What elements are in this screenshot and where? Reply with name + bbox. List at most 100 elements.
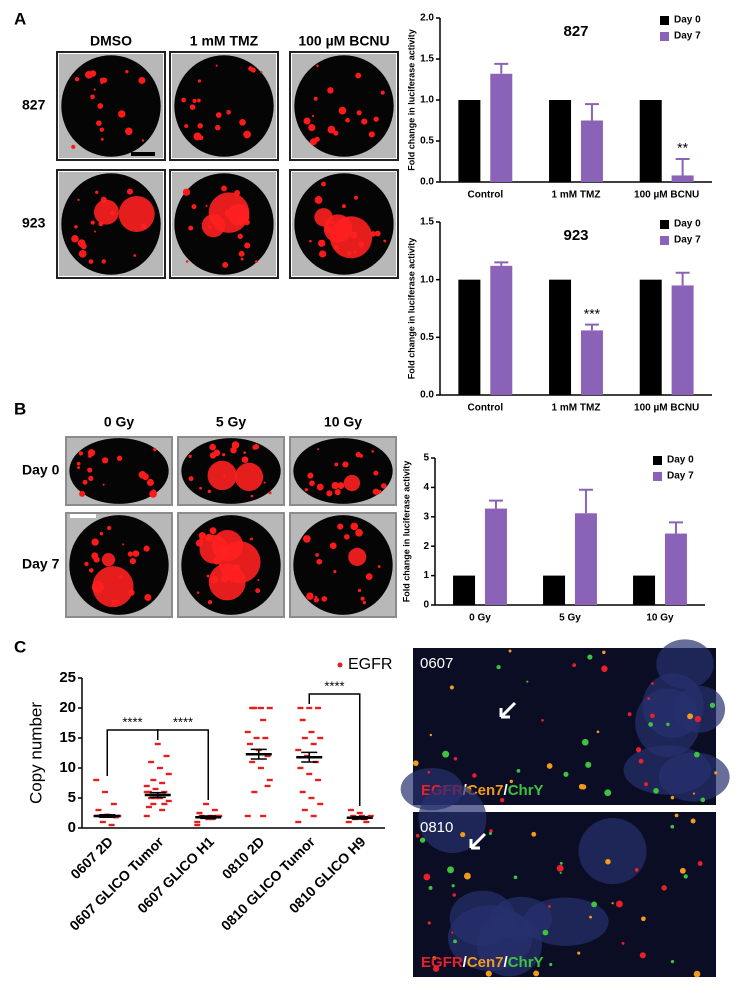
fluorescent-spot <box>317 448 320 451</box>
y-tick-label: 1.5 <box>420 217 434 228</box>
fluorescent-spot <box>306 592 314 600</box>
bar <box>549 279 572 395</box>
fish-signal <box>460 831 466 838</box>
error-bar <box>494 62 509 74</box>
bar <box>639 279 662 395</box>
stain-name: EGFR <box>421 954 463 971</box>
data-point <box>152 787 159 791</box>
fish-signal <box>451 931 454 934</box>
sample-label: 0810 <box>420 819 453 836</box>
data-point <box>211 808 218 812</box>
fluorescent-spot <box>88 475 94 482</box>
y-tick-label: 1.5 <box>420 54 434 65</box>
legend-label: Day 7 <box>674 235 701 246</box>
data-point <box>317 736 324 740</box>
data-point <box>244 730 251 734</box>
fluorescent-spot <box>74 225 78 229</box>
fish-signal <box>648 722 653 727</box>
fluorescent-spot <box>87 467 93 473</box>
fish-signal <box>559 871 562 874</box>
data-point <box>249 706 256 710</box>
data-point <box>196 811 203 815</box>
fish-signal <box>615 900 623 908</box>
fluorescent-spot <box>371 450 375 453</box>
fish-signal <box>638 758 644 764</box>
fluorescent-spot <box>250 537 253 541</box>
bar <box>458 279 481 395</box>
fluorescent-spot <box>107 525 112 531</box>
y-tick-label: 0.0 <box>420 177 434 188</box>
fluorescent-spot <box>122 543 125 546</box>
fluorescent-spot <box>313 96 318 101</box>
fluorescent-spot <box>355 72 362 79</box>
stain-name: ChrY <box>508 954 544 971</box>
data-point <box>143 790 150 794</box>
fish-signal <box>596 730 600 734</box>
significance-label: ** <box>677 140 688 156</box>
y-tick-label: 0.0 <box>420 390 434 401</box>
y-tick-label: 5 <box>423 453 429 464</box>
data-point <box>110 802 117 806</box>
data-point <box>306 706 313 710</box>
fish-signal <box>412 760 419 767</box>
fluorescent-spot <box>209 527 217 535</box>
error-bar <box>578 488 593 514</box>
nucleus <box>447 905 533 971</box>
fish-signal <box>674 813 679 818</box>
y-tick-label: 5 <box>68 789 76 806</box>
data-point <box>156 766 163 770</box>
fluorescent-spot <box>215 112 222 118</box>
bar <box>490 73 513 182</box>
legend-label: Day 0 <box>674 15 701 26</box>
fluorescent-spot <box>93 88 96 91</box>
sem-bar <box>351 815 368 820</box>
fluorescent-spot <box>243 130 251 139</box>
x-tick-label: 100 µM BCNU <box>634 190 699 201</box>
fluorescent-spot <box>78 451 84 456</box>
fluorescent-spot <box>337 523 344 530</box>
fluorescent-spot <box>374 230 381 237</box>
data-point <box>102 790 109 794</box>
data-point <box>244 814 251 818</box>
data-point <box>266 706 273 710</box>
sem-bar <box>99 814 116 818</box>
fish-signal <box>546 763 553 769</box>
fish-signal <box>563 771 569 777</box>
fish-signal <box>427 921 431 925</box>
fluorescent-spot <box>372 488 380 495</box>
arrow <box>499 701 517 719</box>
fluorescent-spot <box>311 114 315 118</box>
fluorescent-spot <box>133 254 137 257</box>
fluorescent-spot <box>90 220 95 225</box>
stain-name: ChrY <box>508 782 544 799</box>
fluorescent-spot <box>377 565 381 568</box>
column-header: 10 Gy <box>324 414 362 430</box>
legend-swatch <box>660 16 669 25</box>
fluorescent-spot <box>199 486 203 490</box>
fish-signal <box>572 663 577 668</box>
fish-signal <box>621 941 625 945</box>
bar <box>671 175 694 182</box>
fluorescent-spot <box>207 600 213 605</box>
fluorescent-spot <box>101 457 109 464</box>
data-point <box>260 814 267 818</box>
data-point <box>161 802 168 806</box>
data-point <box>308 730 315 734</box>
data-point <box>295 820 302 824</box>
fluorescent-spot <box>116 455 123 461</box>
fluorescent-spot <box>207 489 212 494</box>
fluorescent-spot <box>100 137 104 141</box>
data-point <box>264 784 271 788</box>
fish-signal <box>489 829 493 833</box>
legend-label: EGFR <box>348 656 392 673</box>
y-tick-label: 4 <box>423 482 429 493</box>
fish-signal <box>577 951 581 955</box>
fluorescent-spot <box>99 127 105 132</box>
fish-signal <box>541 718 544 722</box>
fluorescent-spot <box>342 204 346 209</box>
fluorescent-spot <box>184 124 189 129</box>
data-point <box>308 796 315 800</box>
fluorescent-spot <box>146 478 154 486</box>
panel-label: B <box>14 399 26 418</box>
bar <box>490 265 513 395</box>
